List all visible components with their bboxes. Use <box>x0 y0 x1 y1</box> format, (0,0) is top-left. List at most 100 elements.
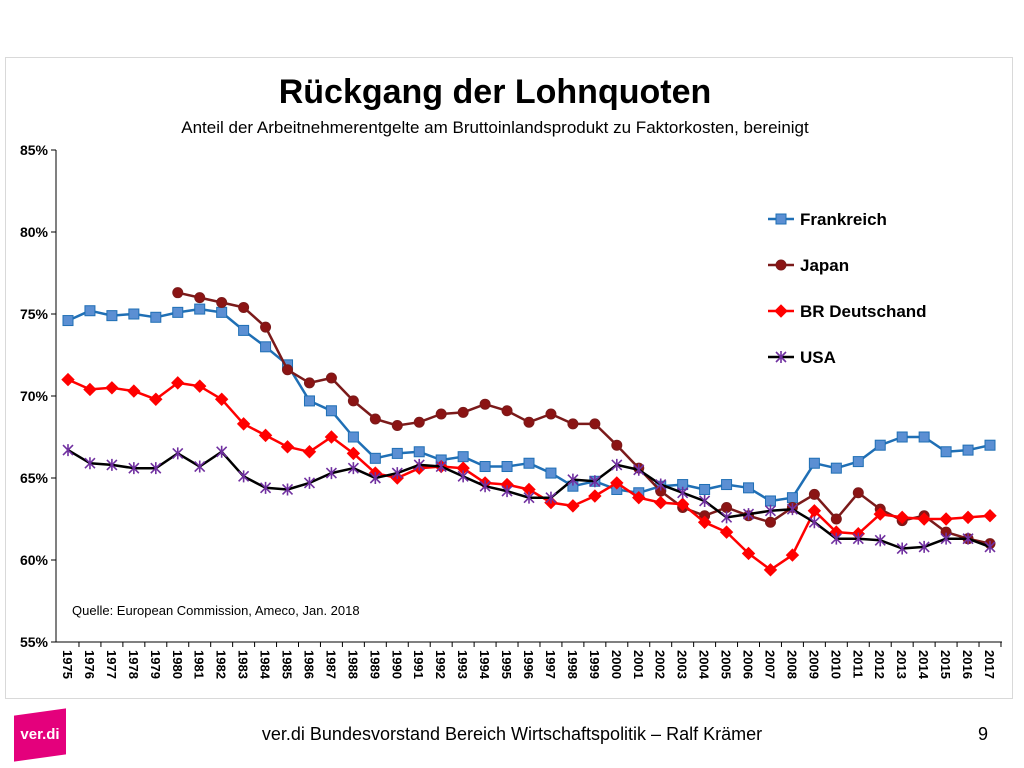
data-point <box>369 413 381 425</box>
x-tick-label: 1984 <box>258 650 273 680</box>
data-point <box>391 447 403 459</box>
x-tick-label: 1983 <box>236 650 251 679</box>
data-point <box>172 287 184 299</box>
y-tick-label: 75% <box>20 306 49 322</box>
data-point <box>457 470 469 483</box>
x-tick-label: 1996 <box>521 650 536 679</box>
x-tick-label: 1998 <box>565 650 580 679</box>
data-point <box>127 384 141 398</box>
data-point <box>413 446 425 458</box>
data-point <box>105 381 119 395</box>
data-point <box>523 416 535 428</box>
data-point <box>61 372 75 387</box>
y-tick-label: 55% <box>20 634 49 650</box>
data-point <box>62 444 74 457</box>
data-point <box>567 418 579 430</box>
y-tick-label: 85% <box>20 142 49 158</box>
x-tick-label: 2000 <box>609 650 624 679</box>
data-point <box>830 513 842 525</box>
x-tick-label: 1985 <box>280 650 295 679</box>
data-point <box>567 473 579 486</box>
data-point <box>238 301 250 313</box>
data-point <box>347 395 359 407</box>
source-note: Quelle: European Commission, Ameco, Jan.… <box>72 603 360 618</box>
data-point <box>325 405 337 417</box>
data-point <box>172 306 184 318</box>
legend-label: Japan <box>800 256 849 275</box>
series-line-1 <box>177 291 991 545</box>
x-tick-label: 2017 <box>982 650 997 679</box>
data-point <box>391 467 403 480</box>
data-point <box>325 467 337 480</box>
legend-marker <box>775 351 787 363</box>
x-tick-label: 2014 <box>916 650 931 680</box>
x-tick-label: 1992 <box>433 650 448 679</box>
data-point <box>896 431 908 443</box>
data-point <box>984 540 996 553</box>
legend-label: USA <box>800 348 836 367</box>
data-point <box>194 292 206 304</box>
data-point <box>172 447 184 460</box>
data-point <box>699 483 711 495</box>
data-point <box>84 457 96 470</box>
chart-subtitle: Anteil der Arbeitnehmerentgelte am Brutt… <box>181 118 809 137</box>
y-tick-label: 70% <box>20 388 49 404</box>
data-point <box>764 495 776 507</box>
data-point <box>347 431 359 443</box>
line-chart: 55% 60% 65% 70% 75% 80% 85% 1975 1976 1977 1978 197… <box>20 142 1002 680</box>
data-point <box>325 372 337 384</box>
data-point <box>193 379 207 393</box>
data-point <box>479 461 491 473</box>
data-point <box>961 510 975 525</box>
legend-marker <box>775 213 787 225</box>
data-point <box>62 315 74 327</box>
data-point <box>501 405 513 417</box>
data-point <box>457 451 469 463</box>
data-point <box>523 457 535 469</box>
data-point <box>984 439 996 451</box>
data-point <box>830 462 842 474</box>
data-point <box>238 470 250 483</box>
x-tick-label: 2006 <box>741 650 756 679</box>
data-point <box>435 460 447 473</box>
data-point <box>721 479 733 491</box>
x-tick-label: 1981 <box>192 650 207 679</box>
series-line-0 <box>67 307 991 503</box>
data-point <box>84 305 96 317</box>
data-point <box>962 532 974 545</box>
data-point <box>763 563 778 577</box>
data-point <box>940 532 952 545</box>
data-point <box>260 481 272 494</box>
x-tick-label: 2016 <box>960 650 975 679</box>
data-point <box>479 398 491 410</box>
footer-text: ver.di Bundesvorstand Bereich Wirtschaft… <box>261 724 763 744</box>
data-point <box>501 485 513 498</box>
data-point <box>523 491 535 504</box>
series-line-2 <box>67 378 991 572</box>
data-point <box>545 467 557 479</box>
data-point <box>632 490 646 505</box>
legend-marker <box>774 304 788 318</box>
x-tick-label: 2003 <box>675 650 690 679</box>
x-tick-label: 1986 <box>301 650 316 679</box>
data-point <box>785 548 800 562</box>
page-number: 9 <box>977 724 988 744</box>
data-point <box>786 492 798 504</box>
data-point <box>303 476 316 489</box>
data-point <box>742 508 755 521</box>
data-point <box>281 483 294 496</box>
data-point <box>545 491 557 504</box>
x-tick-label: 1979 <box>148 650 163 679</box>
legend-label: BR Deutschand <box>800 302 927 321</box>
x-tick-label: 1989 <box>367 650 382 679</box>
data-point <box>128 308 140 320</box>
data-point <box>589 418 601 430</box>
data-point <box>171 376 185 390</box>
data-point <box>128 462 140 475</box>
x-tick-label: 2010 <box>828 650 843 679</box>
data-point <box>457 406 469 418</box>
data-point <box>303 395 315 407</box>
x-tick-label: 2005 <box>719 650 734 679</box>
data-point <box>106 310 118 322</box>
x-tick-label: 1990 <box>389 650 404 679</box>
